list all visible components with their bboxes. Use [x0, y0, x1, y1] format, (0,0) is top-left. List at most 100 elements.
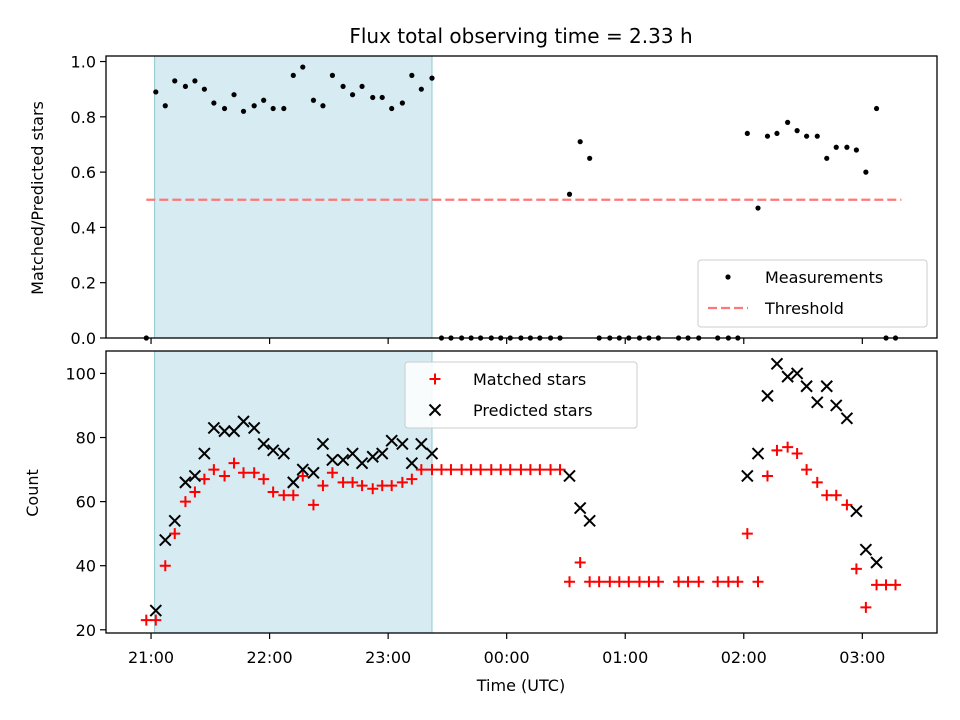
top-legend: Measurements Threshold	[697, 259, 928, 328]
measurement-point	[329, 72, 336, 78]
legend-box	[697, 259, 928, 328]
matched-star-point	[593, 576, 605, 588]
matched-star-point	[782, 441, 794, 453]
measurement-point	[824, 155, 830, 161]
chart-title: Flux total observing time = 2.33 h	[349, 24, 692, 48]
predicted-star-point	[751, 447, 765, 460]
matched-star-point	[584, 576, 596, 588]
legend-marker-measurements	[725, 274, 731, 280]
predicted-star-point	[811, 396, 824, 409]
y-tick-label: 100	[65, 364, 96, 383]
matched-star-point	[811, 476, 823, 488]
measurement-point	[577, 139, 583, 145]
measurement-point	[172, 78, 178, 84]
measurement-point	[804, 133, 810, 139]
predicted-star-point	[257, 437, 270, 451]
measurement-point	[409, 72, 415, 78]
matched-star-point	[475, 464, 487, 476]
matched-star-point	[317, 480, 329, 492]
matched-star-point	[693, 576, 705, 588]
y-tick-label: 20	[76, 621, 96, 640]
predicted-star-point	[563, 469, 576, 483]
measurement-point	[587, 155, 593, 161]
matched-star-point	[841, 499, 853, 511]
predicted-star-point	[573, 501, 587, 515]
y-tick-label: 0.8	[71, 108, 96, 127]
matched-star-point	[228, 457, 240, 469]
matched-star-point	[534, 464, 546, 476]
matched-star-point	[890, 579, 902, 591]
x-tick-label: 23:00	[365, 648, 411, 667]
x-axis-label: Time (UTC)	[476, 676, 565, 695]
y-tick-label: 60	[76, 493, 96, 512]
matched-star-point	[287, 489, 299, 501]
measurement-point	[192, 78, 198, 84]
predicted-star-point	[405, 456, 419, 470]
matched-star-point	[613, 576, 625, 588]
measurement-point	[774, 130, 780, 137]
matched-star-point	[406, 473, 418, 485]
matched-star-point	[219, 470, 231, 482]
predicted-star-point	[207, 421, 221, 435]
top-axes: 0.0 0.2 0.4 0.6 0.8 1.0	[71, 53, 938, 348]
measurement-point	[863, 169, 869, 175]
predicted-star-point	[266, 444, 280, 457]
bottom-panel: 20 40 60 80 100 21:00 22:00 23:00 00:00 01:00 02:0…	[23, 350, 938, 695]
matched-star-point	[880, 579, 892, 591]
measurements-series	[143, 64, 899, 341]
bottom-legend: Matched stars Predicted stars	[404, 361, 638, 429]
matched-star-point	[741, 528, 753, 540]
axes-frame	[105, 55, 938, 339]
shaded-region	[154, 55, 433, 339]
measurement-point	[310, 97, 317, 103]
measurement-point	[794, 128, 800, 134]
predicted-star-point	[820, 380, 833, 393]
measurement-point	[340, 83, 346, 90]
measurement-point	[755, 205, 761, 211]
legend-label-predicted: Predicted stars	[473, 401, 593, 420]
matched-star-point	[297, 470, 309, 482]
measurement-point	[281, 105, 287, 112]
matched-star-point	[326, 467, 338, 479]
legend-marker-predicted	[428, 403, 442, 417]
predicted-star-point	[850, 505, 863, 518]
matched-star-point	[347, 476, 359, 488]
measurement-point	[251, 103, 257, 109]
matched-star-point	[258, 473, 270, 485]
axes-frame	[105, 350, 938, 634]
predicted-star-point	[859, 543, 873, 556]
measurement-point	[370, 94, 376, 101]
matched-star-point	[722, 576, 734, 588]
predicted-star-point	[316, 437, 330, 451]
x-tick-label: 21:00	[128, 648, 174, 667]
predicted-star-point	[415, 437, 428, 451]
predicted-star-point	[346, 447, 359, 460]
predicted-star-point	[830, 399, 843, 412]
predicted-star-point	[336, 453, 350, 467]
measurement-point	[785, 119, 791, 125]
measurement-point	[566, 191, 573, 197]
top-y-axis-label: Matched/Predicted stars	[28, 101, 47, 295]
matched-star-point	[515, 464, 527, 476]
matched-star-point	[752, 576, 764, 588]
x-tick-label: 01:00	[602, 648, 648, 667]
x-tick-label: 00:00	[484, 648, 530, 667]
x-tick-label: 02:00	[721, 648, 767, 667]
measurement-point	[764, 133, 771, 139]
measurement-point	[359, 83, 365, 90]
matched-star-point	[456, 464, 468, 476]
matched-star-point	[386, 480, 398, 492]
y-tick-label: 0.6	[71, 163, 96, 182]
predicted-star-point	[179, 476, 192, 489]
matched-star-point	[682, 576, 694, 588]
count-series	[140, 357, 902, 626]
measurement-point	[814, 133, 820, 139]
matched-star-point	[712, 576, 724, 588]
matched-star-point	[633, 576, 645, 588]
matched-star-point	[830, 489, 842, 501]
matched-star-point	[415, 464, 427, 476]
matched-star-point	[267, 486, 279, 498]
x-tick-label: 03:00	[839, 648, 885, 667]
predicted-star-point	[188, 469, 202, 483]
